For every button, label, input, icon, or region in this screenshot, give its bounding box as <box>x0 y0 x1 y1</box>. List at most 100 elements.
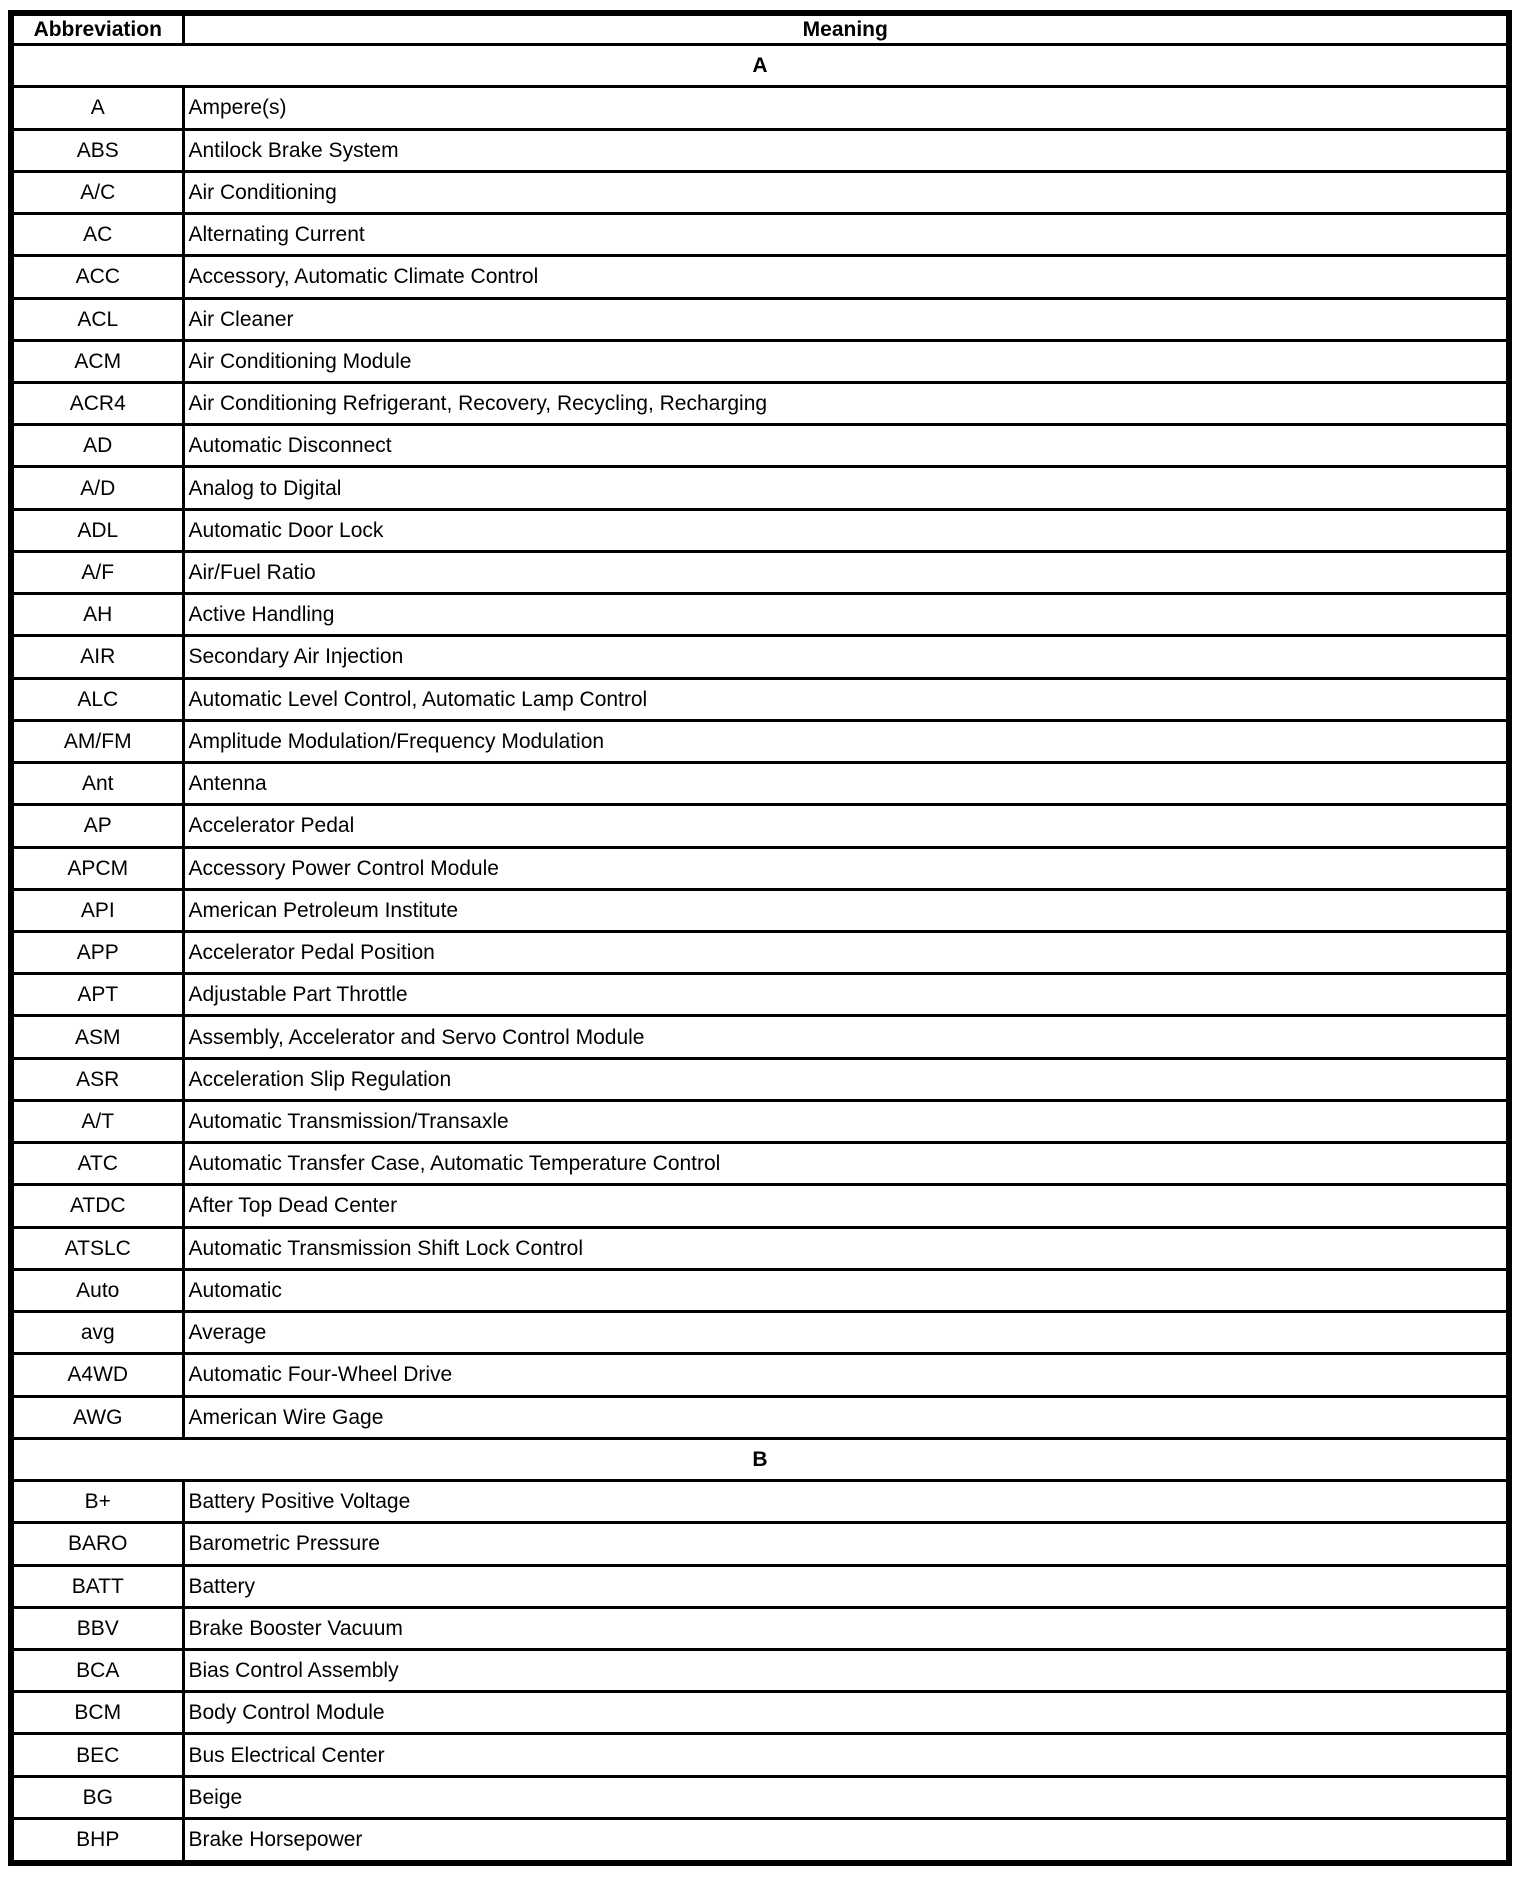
abbreviation-cell: BBV <box>9 1605 185 1652</box>
meaning-cell: Average <box>181 1310 1511 1356</box>
meaning-cell: American Petroleum Institute <box>181 887 1511 934</box>
meaning-cell: Brake Booster Vacuum <box>181 1605 1511 1652</box>
table-row: BATT Battery <box>9 1563 1511 1609</box>
abbreviation-cell: AH <box>9 592 185 638</box>
table-row: APCM Accessory Power Control Module <box>9 845 1511 891</box>
table-row: ASR Acceleration Slip Regulation <box>9 1056 1511 1102</box>
table-row: Auto Automatic <box>9 1267 1511 1314</box>
abbreviation-cell: AWG <box>9 1394 185 1440</box>
abbreviation-cell: APT <box>9 972 185 1018</box>
meaning-cell: Automatic Transmission/Transaxle <box>181 1098 1511 1145</box>
meaning-cell: Bus Electrical Center <box>181 1732 1511 1778</box>
table-row: ACR4 Air Conditioning Refrigerant, Recove… <box>9 380 1511 427</box>
meaning-cell: Air Conditioning <box>181 169 1511 216</box>
abbreviation-cell: APP <box>9 930 185 976</box>
table-row: BCA Bias Control Assembly <box>9 1647 1511 1694</box>
meaning-cell: Barometric Pressure <box>181 1521 1511 1567</box>
meaning-cell: Air Cleaner <box>181 296 1511 342</box>
abbreviation-cell: ASR <box>9 1056 185 1102</box>
table-row: ACL Air Cleaner <box>9 296 1511 342</box>
abbreviation-cell: ATDC <box>9 1183 185 1229</box>
table-row: A Ampere(s) <box>9 85 1511 131</box>
abbreviation-cell: A/F <box>9 549 185 596</box>
abbreviation-cell: ABS <box>9 127 185 173</box>
table-row: AP Accelerator Pedal <box>9 803 1511 849</box>
column-header-meaning: Meaning <box>181 11 1511 47</box>
abbreviation-cell: B+ <box>9 1479 185 1525</box>
table-row: AM/FM Amplitude Modulation/Frequency Modu… <box>9 718 1511 765</box>
abbreviation-cell: BCA <box>9 1647 185 1694</box>
meaning-cell: Accessory Power Control Module <box>181 845 1511 891</box>
meaning-cell: Automatic <box>181 1267 1511 1314</box>
abbreviation-cell: A4WD <box>9 1352 185 1398</box>
table-row: A4WD Automatic Four-Wheel Drive <box>9 1352 1511 1398</box>
table-row: APP Accelerator Pedal Position <box>9 930 1511 976</box>
meaning-cell: Automatic Transfer Case, Automatic Tempe… <box>181 1141 1511 1187</box>
abbreviation-cell: Auto <box>9 1267 185 1314</box>
table-row: APT Adjustable Part Throttle <box>9 972 1511 1018</box>
meaning-cell: Acceleration Slip Regulation <box>181 1056 1511 1102</box>
meaning-cell: Battery Positive Voltage <box>181 1479 1511 1525</box>
meaning-cell: Automatic Transmission Shift Lock Contro… <box>181 1225 1511 1271</box>
meaning-cell: Antilock Brake System <box>181 127 1511 173</box>
table-row: A/D Analog to Digital <box>9 465 1511 511</box>
table-row: ATSLC Automatic Transmission Shift Lock C… <box>9 1225 1511 1271</box>
table-row: A/F Air/Fuel Ratio <box>9 549 1511 596</box>
column-header-abbreviation: Abbreviation <box>9 11 185 47</box>
meaning-cell: Secondary Air Injection <box>181 634 1511 680</box>
meaning-cell: Automatic Door Lock <box>181 507 1511 553</box>
table-row: ABS Antilock Brake System <box>9 127 1511 173</box>
abbreviation-cell: AD <box>9 423 185 469</box>
abbreviation-cell: ASM <box>9 1014 185 1060</box>
table-row: AIR Secondary Air Injection <box>9 634 1511 680</box>
meaning-cell: Air Conditioning Module <box>181 338 1511 384</box>
table-row: AH Active Handling <box>9 592 1511 638</box>
meaning-cell: Brake Horsepower <box>181 1816 1511 1865</box>
abbreviation-cell: BCM <box>9 1690 185 1736</box>
meaning-cell: Amplitude Modulation/Frequency Modulatio… <box>181 718 1511 765</box>
abbreviation-cell: AIR <box>9 634 185 680</box>
abbreviation-cell: AM/FM <box>9 718 185 765</box>
abbreviation-cell: ACC <box>9 254 185 300</box>
meaning-cell: Air/Fuel Ratio <box>181 549 1511 596</box>
meaning-cell: Accessory, Automatic Climate Control <box>181 254 1511 300</box>
table-row: AD Automatic Disconnect <box>9 423 1511 469</box>
table-row: avg Average <box>9 1310 1511 1356</box>
table-header-row: Abbreviation Meaning <box>9 11 1511 47</box>
abbreviation-cell: ADL <box>9 507 185 553</box>
meaning-cell: After Top Dead Center <box>181 1183 1511 1229</box>
meaning-cell: Adjustable Part Throttle <box>181 972 1511 1018</box>
table-row: ATDC After Top Dead Center <box>9 1183 1511 1229</box>
abbreviation-cell: ATC <box>9 1141 185 1187</box>
abbreviation-cell: BARO <box>9 1521 185 1567</box>
meaning-cell: Ampere(s) <box>181 85 1511 131</box>
abbreviation-cell: BEC <box>9 1732 185 1778</box>
meaning-cell: Accelerator Pedal Position <box>181 930 1511 976</box>
table-row: BEC Bus Electrical Center <box>9 1732 1511 1778</box>
meaning-cell: Automatic Disconnect <box>181 423 1511 469</box>
table-row: BG Beige <box>9 1774 1511 1820</box>
abbreviation-cell: BHP <box>9 1816 185 1865</box>
table-row: ASM Assembly, Accelerator and Servo Contr… <box>9 1014 1511 1060</box>
table-row: BCM Body Control Module <box>9 1690 1511 1736</box>
abbreviation-cell: A <box>9 85 185 131</box>
meaning-cell: Antenna <box>181 761 1511 807</box>
abbreviation-cell: AC <box>9 212 185 258</box>
meaning-cell: Air Conditioning Refrigerant, Recovery, … <box>181 380 1511 427</box>
table-body: A A Ampere(s) ABS Antilock Brake System A/C Ai… <box>9 43 1511 1865</box>
section-letter: B <box>9 1436 1511 1483</box>
table-row: A/C Air Conditioning <box>9 169 1511 216</box>
abbreviation-cell: BATT <box>9 1563 185 1609</box>
abbreviation-cell: AP <box>9 803 185 849</box>
meaning-cell: Automatic Level Control, Automatic Lamp … <box>181 676 1511 722</box>
abbreviation-cell: Ant <box>9 761 185 807</box>
abbreviation-cell: ACL <box>9 296 185 342</box>
table-row: ACM Air Conditioning Module <box>9 338 1511 384</box>
section-row: B <box>9 1436 1511 1483</box>
table-row: BBV Brake Booster Vacuum <box>9 1605 1511 1652</box>
meaning-cell: Analog to Digital <box>181 465 1511 511</box>
abbreviation-cell: avg <box>9 1310 185 1356</box>
abbreviation-table: Abbreviation Meaning A A Ampere(s) ABS Antil… <box>8 10 1512 1866</box>
meaning-cell: Automatic Four-Wheel Drive <box>181 1352 1511 1398</box>
